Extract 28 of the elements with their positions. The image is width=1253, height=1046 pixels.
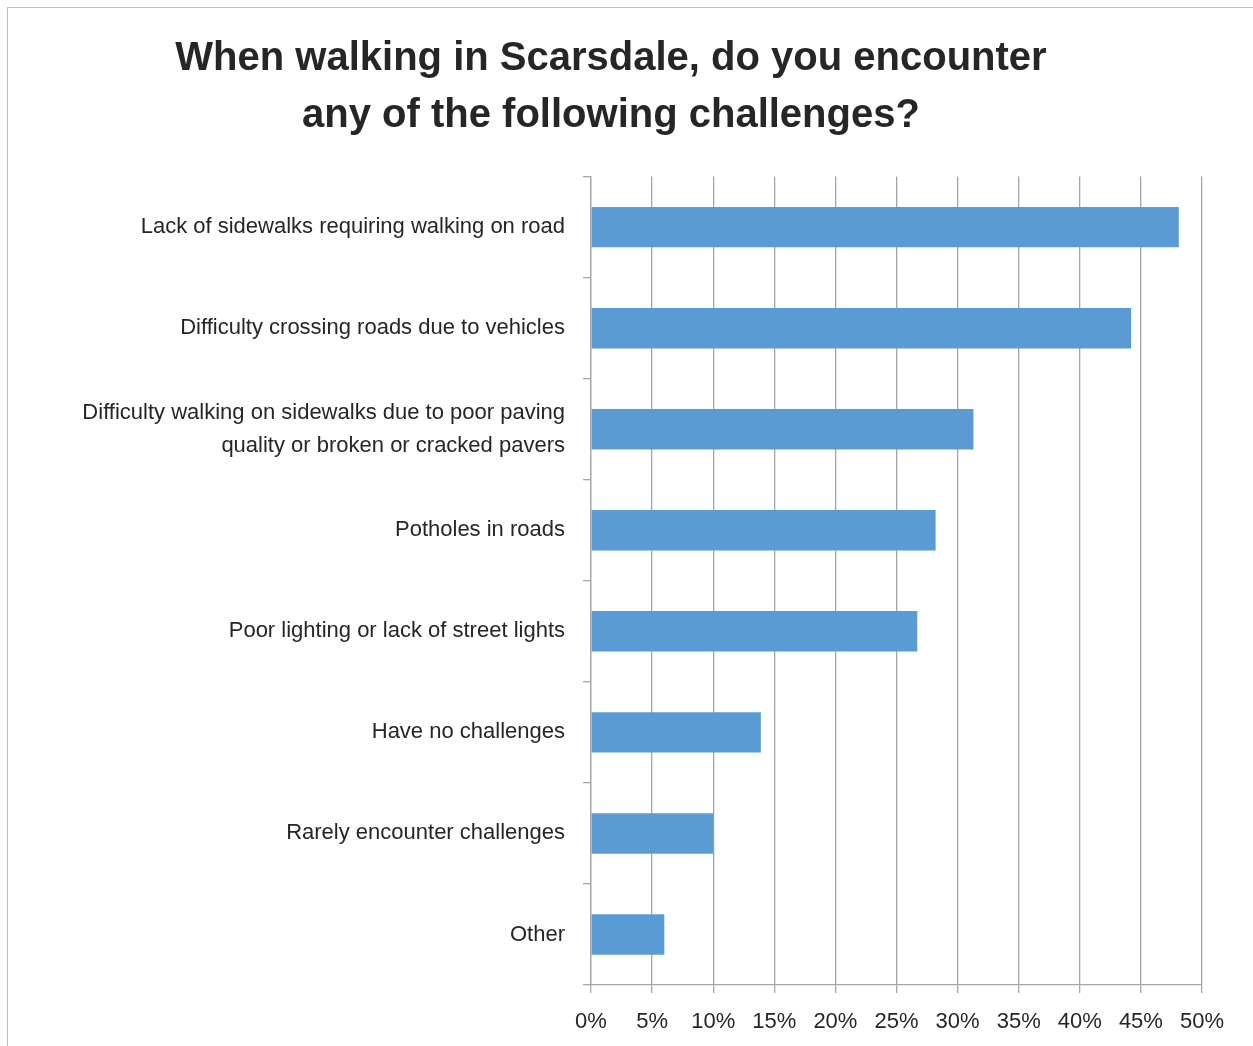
x-tick-label: 0%	[575, 1007, 607, 1033]
chart-title: When walking in Scarsdale, do you encounter any of the following challenges?	[175, 34, 1047, 136]
bar	[591, 611, 918, 652]
y-tick-label: Difficulty crossing roads due to vehicles	[180, 314, 565, 340]
y-tick-label: Poor lighting or lack of street lights	[228, 617, 565, 643]
y-tick-label: Lack of sidewalks requiring walking on road	[140, 213, 565, 239]
y-tick-label: Have no challenges	[371, 718, 565, 744]
x-tick-label: 30%	[935, 1007, 980, 1033]
y-tick-label: Potholes in roads	[395, 516, 565, 542]
bar	[591, 712, 761, 753]
x-tick-label: 5%	[636, 1007, 668, 1033]
x-tick-label: 35%	[996, 1007, 1041, 1033]
x-tick-label: 25%	[874, 1007, 919, 1033]
x-tick-label: 20%	[813, 1007, 858, 1033]
bar	[591, 914, 665, 955]
y-tick-label: Difficulty walking on sidewalks due to poor paving quality or broken or cracked pavers	[82, 398, 565, 457]
bar	[591, 813, 714, 854]
bar	[591, 307, 1132, 349]
x-tick-label: 50%	[1179, 1007, 1225, 1033]
x-tick-label: 40%	[1057, 1007, 1102, 1033]
bar	[591, 206, 1179, 248]
x-tick-label: 45%	[1118, 1007, 1163, 1033]
bar	[591, 510, 936, 551]
x-tick-label: 15%	[752, 1007, 797, 1033]
y-tick-label: Rarely encounter challenges	[286, 819, 565, 845]
bar	[591, 409, 974, 450]
x-tick-label: 10%	[691, 1007, 736, 1033]
y-tick-label: Other	[509, 920, 565, 946]
